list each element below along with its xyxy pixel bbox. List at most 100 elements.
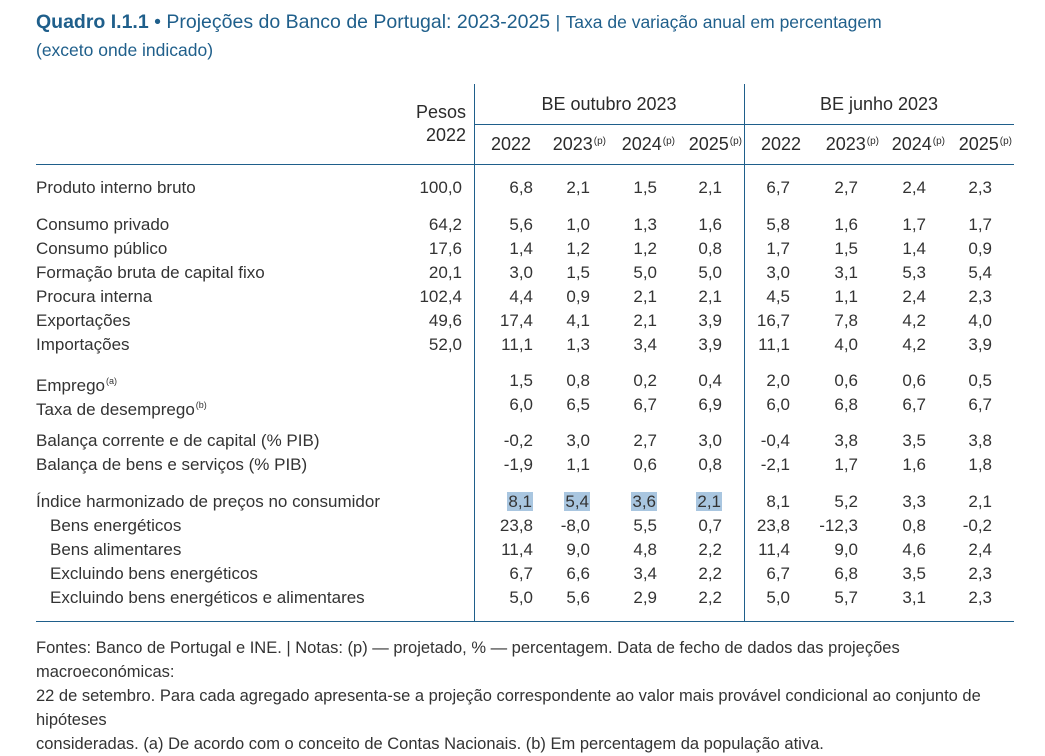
row-label-text: Procura interna: [36, 287, 153, 306]
value-cell: 2,1: [662, 285, 722, 309]
value-cell: 4,5: [730, 285, 790, 309]
row-label: Importações: [36, 333, 130, 357]
value-cell: 2,4: [866, 176, 926, 200]
value-cell: -2,1: [730, 453, 790, 477]
row-label: Bens energéticos: [50, 514, 181, 538]
value-cell: 1,7: [932, 213, 992, 237]
value-text: 4,4: [509, 287, 533, 306]
value-cell: 2,0: [730, 369, 790, 393]
value-text: 0,8: [566, 371, 590, 390]
value-text: 16,7: [756, 311, 790, 330]
value-cell: 5,3: [866, 261, 926, 285]
value-text: 5,0: [698, 263, 722, 282]
value-cell: 2,7: [597, 429, 657, 453]
year-label: 2025: [688, 134, 729, 154]
value-text: 1,3: [633, 215, 657, 234]
value-cell: 23,8: [756, 516, 790, 535]
value-text: 1,5: [834, 239, 858, 258]
value-text: -0,2: [503, 431, 533, 450]
value-cell: -0,4: [730, 429, 790, 453]
value-cell: 2,3: [968, 588, 992, 607]
value-cell: 6,8: [834, 564, 858, 583]
projection-marker: (p): [662, 136, 675, 147]
year-header-junho-2022: 2022: [731, 134, 801, 155]
row-label: Consumo privado: [36, 213, 169, 237]
table-row: Exportações 49,6 17,4 4,1 2,1 3,9 16,7 7,8 4,2 4,…: [0, 309, 1045, 333]
row-label-text: Produto interno bruto: [36, 178, 196, 197]
value-cell: 1,5: [530, 261, 590, 285]
row-label-text: Bens alimentares: [50, 540, 182, 559]
weight-cell: 20,1: [428, 263, 462, 282]
value-cell: 2,1: [662, 490, 722, 514]
value-cell: 3,1: [798, 261, 858, 285]
value-cell: 1,2: [597, 237, 657, 261]
value-cell: 11,1: [730, 333, 790, 357]
row-label: Produto interno bruto: [36, 176, 196, 200]
value-cell: 4,4: [473, 285, 533, 309]
value-text: 0,2: [633, 371, 657, 390]
table-number: Quadro I.1.1: [36, 11, 149, 33]
value-cell: 2,1: [530, 176, 590, 200]
row-label: Bens alimentares: [50, 538, 181, 562]
value-text: -0,4: [760, 431, 790, 450]
year-header-outubro-2022: 2022: [461, 134, 531, 155]
year-label: 2024: [891, 134, 932, 154]
value-text: 1,7: [766, 239, 790, 258]
weights-header-label: Pesos: [415, 102, 466, 122]
value-cell: 6,7: [509, 564, 533, 583]
value-cell: 3,8: [798, 429, 858, 453]
value-text: 3,4: [633, 335, 657, 354]
value-cell: 5,0: [766, 588, 790, 607]
weight-cell: 52,0: [428, 335, 462, 354]
year-header-junho-2024: 2024(p): [875, 134, 945, 155]
value-cell: 5,0: [509, 588, 533, 607]
value-cell: 2,3: [968, 564, 992, 583]
value-text: 1,6: [698, 215, 722, 234]
value-cell: 1,5: [597, 176, 657, 200]
title-main: Projeções do Banco de Portugal: 2023-202…: [166, 11, 551, 33]
projection-marker: (p): [729, 136, 742, 147]
value-cell: 3,0: [730, 261, 790, 285]
value-cell: 0,9: [932, 237, 992, 261]
value-cell: 1,0: [530, 213, 590, 237]
value-text: 1,3: [566, 335, 590, 354]
table-row: Procura interna 102,4 4,4 0,9 2,1 2,1 4,5 1,1 2,…: [0, 285, 1045, 309]
value-cell: 5,8: [730, 213, 790, 237]
table-row: Balança corrente e de capital (% PIB) -0,…: [0, 429, 1045, 453]
header-group-rule: [474, 124, 1014, 125]
year-label: 2025: [958, 134, 999, 154]
value-cell: -0,2: [962, 516, 992, 535]
value-text: 5,4: [968, 263, 992, 282]
value-text: 2,1: [698, 287, 722, 306]
row-label-text: Índice harmonizado de preços no consumid…: [36, 492, 380, 511]
value-cell: 2,2: [698, 588, 722, 607]
value-text: 6,8: [509, 178, 533, 197]
value-text: 1,1: [834, 287, 858, 306]
value-cell: 6,9: [662, 393, 722, 417]
value-text: 2,7: [834, 178, 858, 197]
value-text: 3,8: [834, 431, 858, 450]
value-cell: -0,2: [473, 429, 533, 453]
value-cell: 3,9: [662, 309, 722, 333]
value-cell: 1,6: [866, 453, 926, 477]
value-text: 8,1: [766, 492, 790, 511]
value-text: 2,0: [766, 371, 790, 390]
value-text: 6,8: [834, 395, 858, 414]
value-text: 0,4: [698, 371, 722, 390]
value-text: 6,0: [766, 395, 790, 414]
value-text: 4,2: [902, 311, 926, 330]
value-cell: 3,0: [473, 261, 533, 285]
group-be-outubro: BE outubro 2023: [541, 94, 677, 114]
row-label-text: Balança de bens e serviços (% PIB): [36, 455, 308, 474]
value-text: 5,3: [902, 263, 926, 282]
value-text: 5,0: [633, 263, 657, 282]
value-cell: 6,5: [530, 393, 590, 417]
row-label: Balança corrente e de capital (% PIB): [36, 429, 319, 453]
value-cell: 4,2: [866, 333, 926, 357]
value-text: 7,8: [834, 311, 858, 330]
value-text: 0,6: [902, 371, 926, 390]
year-label: 2024: [621, 134, 662, 154]
value-cell: 11,4: [758, 540, 790, 559]
value-text: 2,1: [968, 492, 992, 511]
year-header-junho-2023: 2023(p): [809, 134, 879, 155]
